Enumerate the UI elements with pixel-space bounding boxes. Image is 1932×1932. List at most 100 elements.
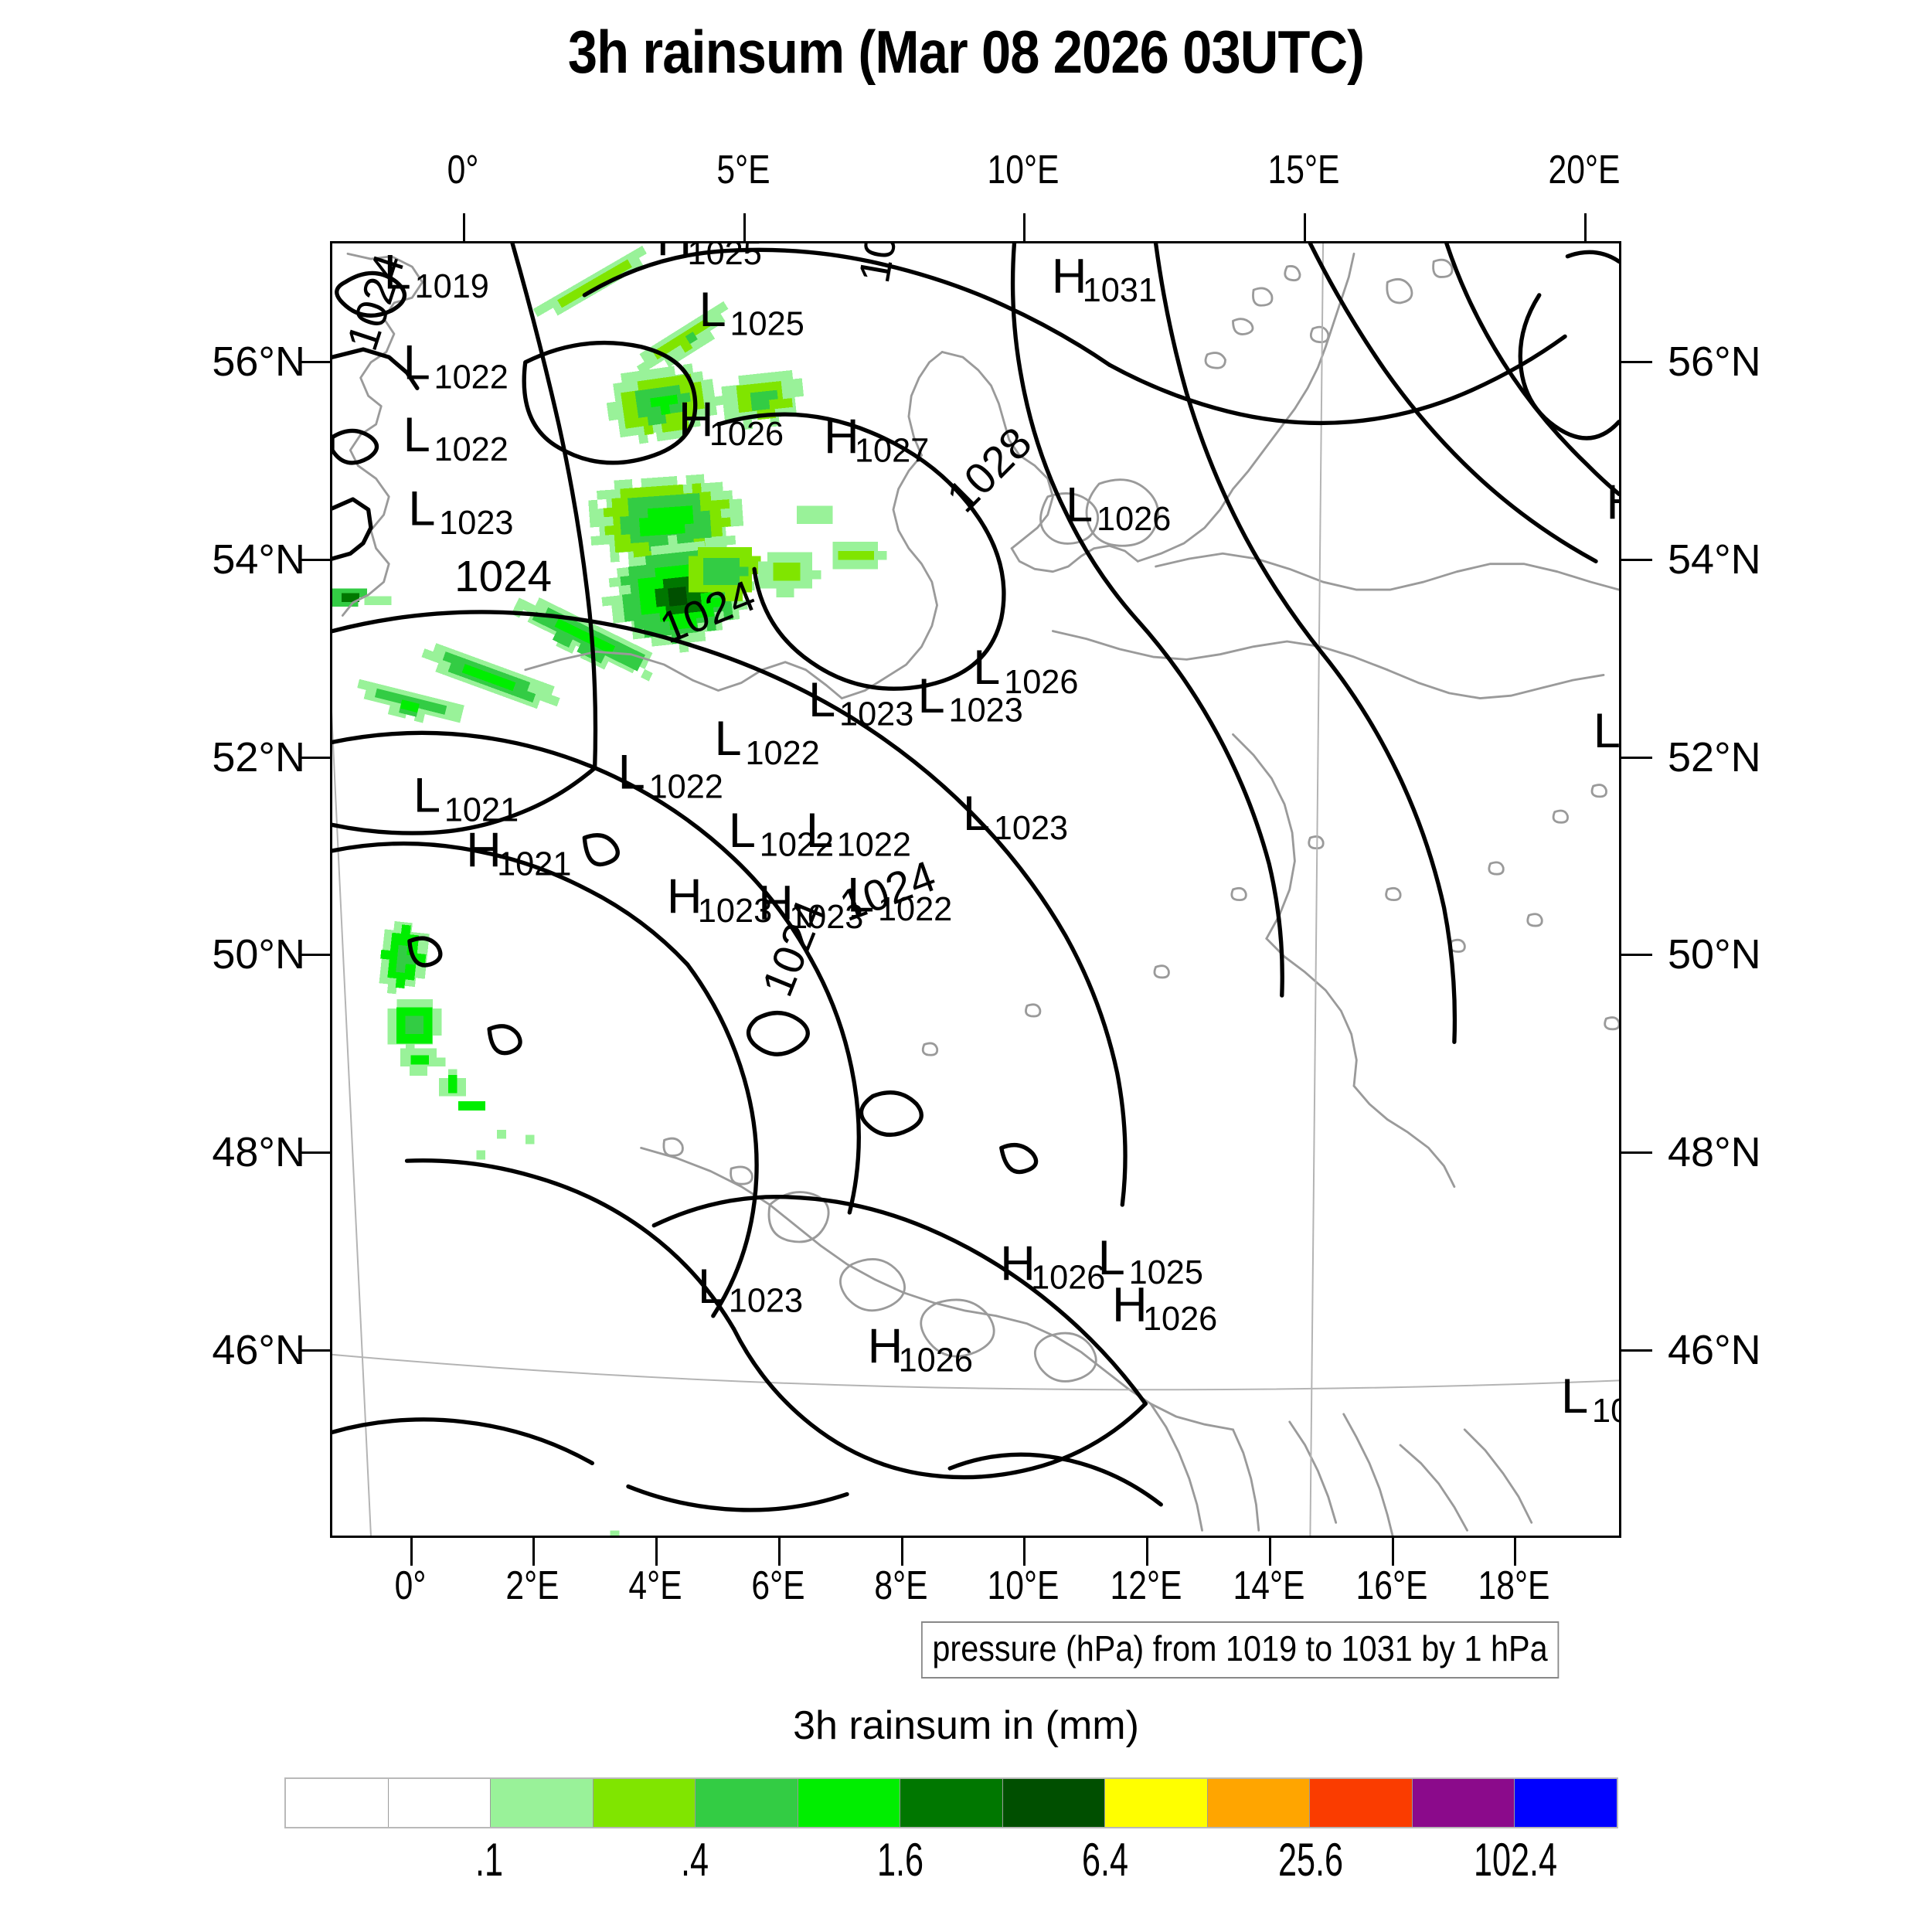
lon-tick-top-3: 15°E bbox=[1267, 148, 1340, 192]
lon-tickmark-bottom-7 bbox=[1268, 1538, 1271, 1566]
colorbar-segment-3[interactable] bbox=[593, 1779, 696, 1827]
svg-text:1025: 1025 bbox=[1129, 1254, 1203, 1291]
pressure-contour-layer bbox=[332, 243, 1619, 1512]
lon-tickmark-bottom-5 bbox=[1023, 1538, 1026, 1566]
svg-text:H: H bbox=[1052, 249, 1087, 303]
svg-text:L: L bbox=[715, 712, 742, 766]
lon-tickmark-bottom-1 bbox=[532, 1538, 536, 1566]
lon-tickmark-bottom-6 bbox=[1146, 1538, 1149, 1566]
colorbar-segment-11[interactable] bbox=[1412, 1779, 1515, 1827]
colorbar-segment-4[interactable] bbox=[696, 1779, 798, 1827]
lat-tick-left-1: 54°N bbox=[212, 536, 305, 583]
colorbar-segment-0[interactable] bbox=[286, 1779, 389, 1827]
lat-tick-right-2: 52°N bbox=[1668, 733, 1761, 781]
colorbar-segment-7[interactable] bbox=[1002, 1779, 1106, 1827]
lon-tickmark-top-4 bbox=[1583, 213, 1587, 241]
colorbar-tick-labels: .1 .4 1.6 6.4 25.6 102.4 bbox=[284, 1833, 1618, 1903]
pressure-centre-l-3: L 1023 bbox=[408, 481, 513, 542]
lat-tick-left-4: 48°N bbox=[212, 1128, 305, 1175]
pressure-centre-l-19: L 1022 bbox=[806, 804, 911, 864]
svg-text:1023: 1023 bbox=[949, 692, 1023, 730]
svg-text:L: L bbox=[384, 245, 411, 299]
svg-text:H: H bbox=[657, 243, 692, 266]
svg-text:H: H bbox=[466, 823, 502, 877]
colorbar-segment-2[interactable] bbox=[491, 1779, 594, 1827]
svg-text:L: L bbox=[618, 745, 645, 799]
colorbar-segment-6[interactable] bbox=[900, 1779, 1003, 1827]
svg-text:L: L bbox=[808, 673, 835, 727]
svg-text:1026: 1026 bbox=[709, 416, 784, 453]
svg-text:L: L bbox=[1066, 478, 1093, 532]
lon-tickmark-bottom-4 bbox=[900, 1538, 903, 1566]
lat-tick-right-3: 50°N bbox=[1668, 931, 1761, 978]
lat-tick-left-0: 56°N bbox=[212, 338, 305, 386]
svg-text:H: H bbox=[1606, 475, 1619, 529]
lat-tickmark-l-3 bbox=[299, 954, 330, 957]
lon-tick-top-0: 0° bbox=[447, 148, 479, 192]
svg-text:1023: 1023 bbox=[839, 696, 913, 733]
lon-tickmark-top-1 bbox=[743, 213, 746, 241]
svg-text:1019: 1019 bbox=[415, 268, 489, 305]
colorbar-title: 3h rainsum in (mm) bbox=[793, 1703, 1139, 1748]
colorbar-segment-9[interactable] bbox=[1207, 1779, 1311, 1827]
colorbar[interactable] bbox=[284, 1777, 1618, 1828]
lat-tick-right-0: 56°N bbox=[1668, 338, 1761, 386]
lat-tickmark-r-5 bbox=[1621, 1349, 1652, 1352]
lat-tickmark-r-3 bbox=[1621, 954, 1652, 957]
pressure-centre-l-23: L 1023 bbox=[698, 1260, 803, 1320]
svg-text:1026: 1026 bbox=[1097, 501, 1171, 538]
svg-text:1021: 1021 bbox=[444, 791, 519, 828]
lon-tick-bottom-8: 16°E bbox=[1355, 1563, 1428, 1608]
lat-tickmark-l-5 bbox=[299, 1349, 330, 1352]
pressure-centre-l-11: L 1026 bbox=[1066, 478, 1171, 538]
pressure-centre-l-2: L 1022 bbox=[403, 408, 509, 468]
svg-text:1022: 1022 bbox=[878, 891, 952, 928]
lon-tick-bottom-0: 0° bbox=[394, 1563, 426, 1608]
colorbar-segment-5[interactable] bbox=[798, 1779, 901, 1827]
colorbar-segment-8[interactable] bbox=[1105, 1779, 1208, 1827]
svg-text:H: H bbox=[824, 410, 859, 464]
lon-tickmark-bottom-3 bbox=[777, 1538, 781, 1566]
svg-text:1022: 1022 bbox=[434, 359, 509, 396]
lon-tickmark-top-3 bbox=[1303, 213, 1306, 241]
svg-text:1023: 1023 bbox=[698, 893, 772, 930]
pressure-centre-h-7: H1025 bbox=[657, 243, 762, 272]
svg-text:1025: 1025 bbox=[688, 243, 762, 272]
lon-tick-bottom-7: 14°E bbox=[1233, 1563, 1305, 1608]
pressure-centre-l-6: L 1025 bbox=[699, 283, 804, 343]
colorbar-segment-1[interactable] bbox=[388, 1779, 492, 1827]
svg-text:1026: 1026 bbox=[899, 1342, 973, 1379]
svg-text:L: L bbox=[408, 481, 435, 536]
svg-text:H: H bbox=[679, 393, 714, 447]
lon-tick-bottom-9: 18°E bbox=[1478, 1563, 1550, 1608]
svg-text:L: L bbox=[1594, 704, 1619, 758]
svg-text:L: L bbox=[1098, 1231, 1125, 1285]
lon-tick-bottom-6: 12°E bbox=[1110, 1563, 1182, 1608]
map-plot-area[interactable]: L1019L1022L1022L1023L1021H1021L1025H1025… bbox=[330, 241, 1621, 1538]
svg-text:H: H bbox=[868, 1319, 903, 1373]
lon-tickmark-top-0 bbox=[463, 213, 466, 241]
lat-tick-right-5: 46°N bbox=[1668, 1326, 1761, 1373]
pressure-centre-l-15: L 1022 bbox=[715, 712, 820, 772]
lat-tickmark-r-4 bbox=[1621, 1151, 1652, 1154]
svg-text:1025: 1025 bbox=[730, 306, 804, 343]
colorbar-segment-12[interactable] bbox=[1515, 1779, 1617, 1827]
colorbar-segment-10[interactable] bbox=[1310, 1779, 1413, 1827]
pressure-centre-l-13: L 1023 bbox=[808, 673, 913, 733]
contour-label-5: 1028 bbox=[850, 243, 915, 287]
svg-text:L: L bbox=[699, 283, 726, 337]
lat-tick-right-1: 54°N bbox=[1668, 536, 1761, 583]
pressure-centre-l-1: L 1022 bbox=[403, 335, 509, 396]
colorbar-tick-3: 6.4 bbox=[1082, 1834, 1129, 1886]
svg-text:L: L bbox=[1561, 1369, 1588, 1423]
svg-text:1022: 1022 bbox=[760, 826, 834, 863]
svg-text:L: L bbox=[973, 641, 1000, 695]
